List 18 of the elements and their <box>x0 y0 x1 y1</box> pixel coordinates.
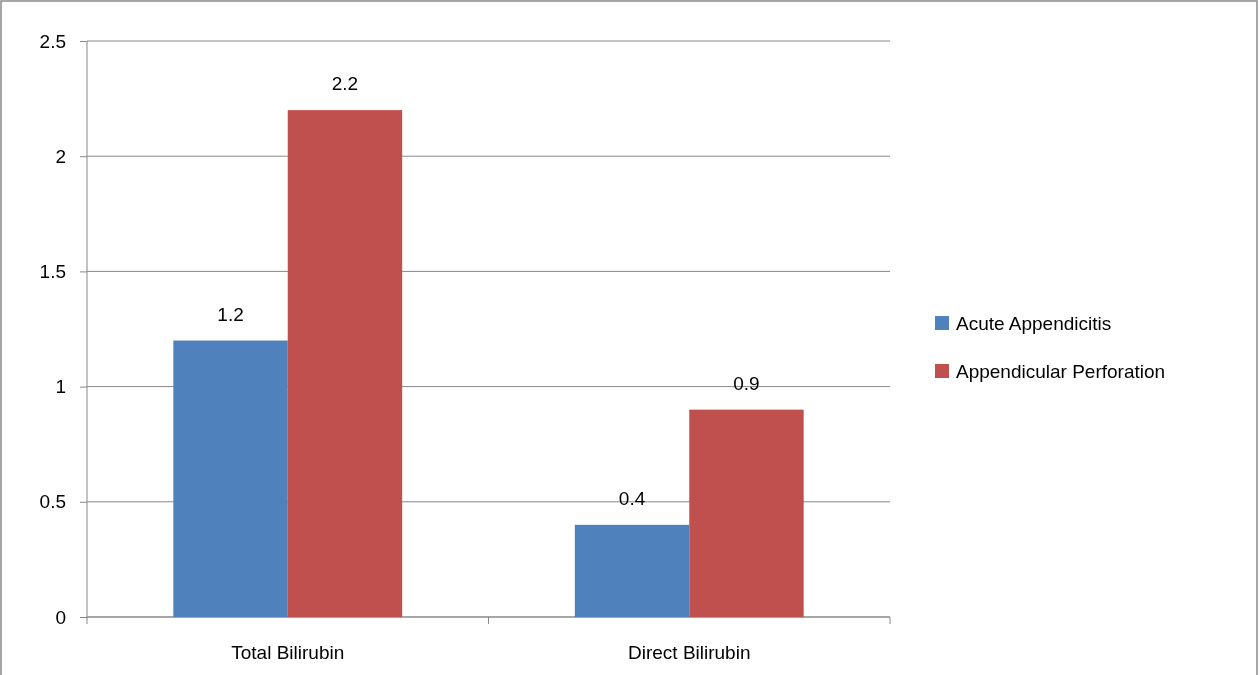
x-tick-label: Total Bilirubin <box>231 642 345 663</box>
y-tick-label: 2.5 <box>39 30 66 52</box>
data-label: 0.4 <box>618 487 646 509</box>
legend-label: Appendicular Perforation <box>956 361 1166 382</box>
y-tick-label: 1.5 <box>39 260 66 282</box>
data-label: 0.9 <box>733 372 760 394</box>
y-tick-label: 2 <box>55 145 66 167</box>
y-tick-label: 0 <box>55 606 66 628</box>
data-label: 1.2 <box>217 303 244 325</box>
bar <box>574 524 690 617</box>
bar <box>689 409 804 617</box>
y-tick-label: 0.5 <box>39 491 66 513</box>
legend-label: Acute Appendicitis <box>956 313 1112 334</box>
x-tick-label: Direct Bilirubin <box>628 642 751 663</box>
bar <box>287 110 403 617</box>
data-label: 2.2 <box>331 73 359 95</box>
bar <box>173 340 288 617</box>
y-tick-label: 1 <box>55 376 66 398</box>
